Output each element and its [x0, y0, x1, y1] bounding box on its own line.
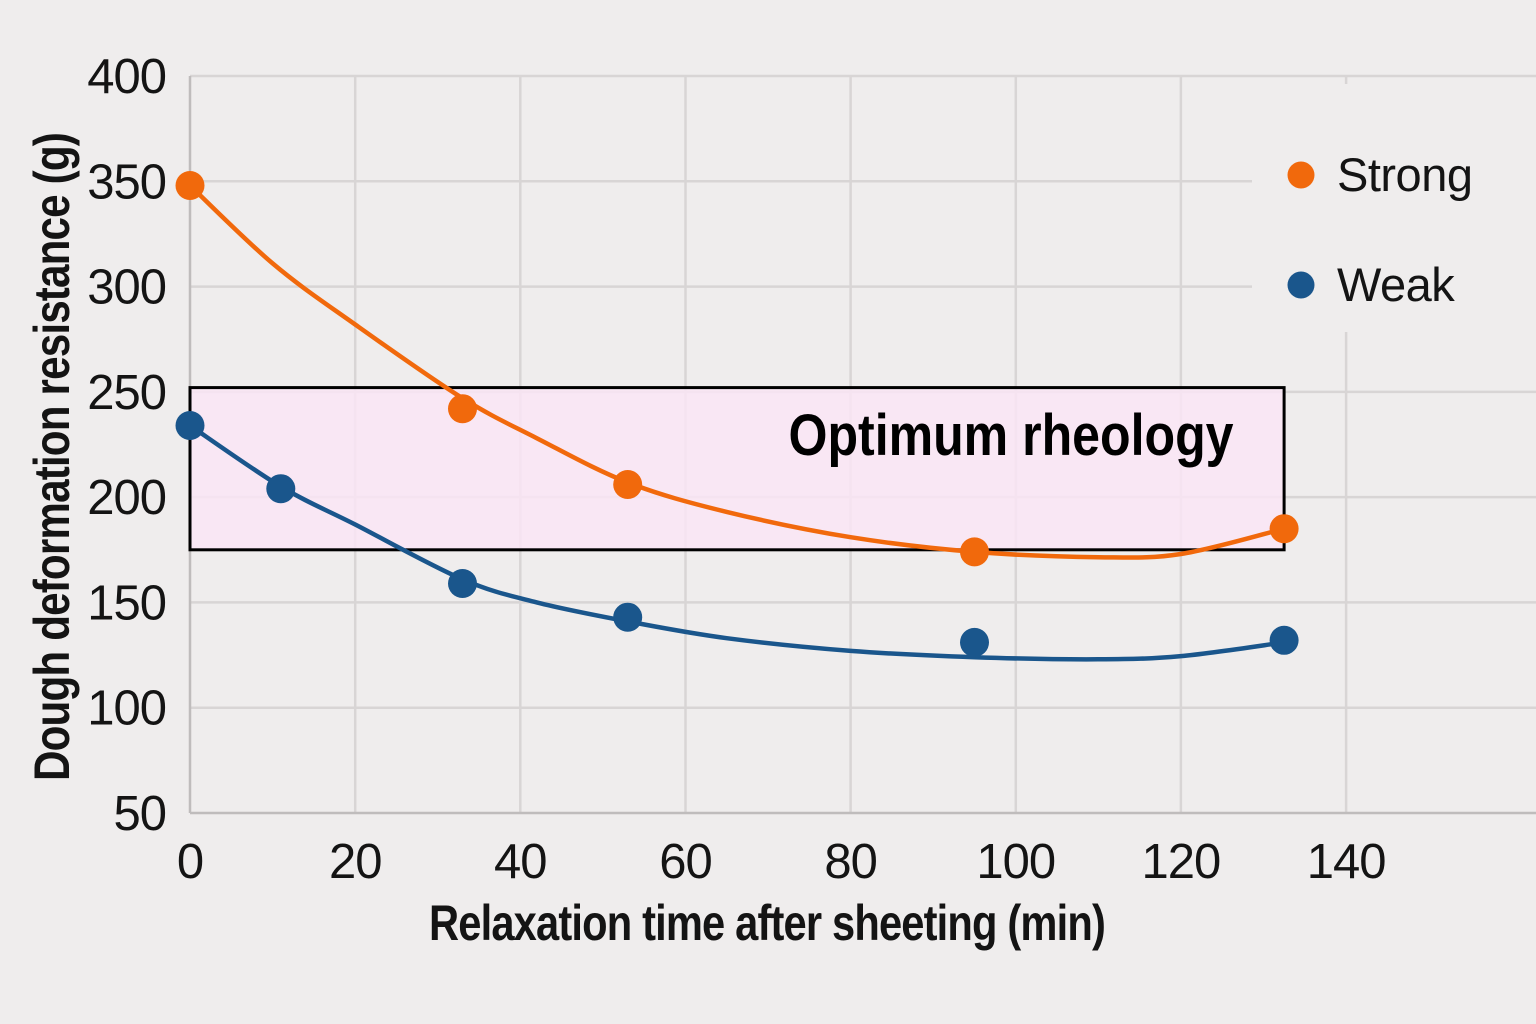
- trend-line-weak: [187, 423, 1287, 662]
- data-point-strong: [448, 394, 477, 424]
- series-weak: [175, 411, 1299, 657]
- x-tick-label: 120: [1142, 835, 1221, 889]
- x-tick-label: 140: [1307, 835, 1386, 889]
- x-tick-label: 0: [177, 835, 203, 889]
- y-tick-label: 300: [87, 261, 166, 315]
- y-tick-label: 400: [87, 50, 166, 104]
- y-tick-label: 200: [87, 471, 166, 525]
- data-point-strong: [1269, 514, 1299, 544]
- optimum-rheology-box: [188, 386, 1286, 552]
- tick-labels: 50 100 150 200 250 300 350 400 0 20 40 60 80 100 120 14…: [87, 50, 1386, 889]
- data-point-strong: [960, 537, 989, 567]
- data-point-weak: [1269, 625, 1299, 655]
- x-axis-title: Relaxation time after sheeting (min): [429, 895, 1105, 951]
- y-tick-label: 100: [87, 682, 166, 736]
- x-tick-label: 80: [824, 835, 877, 889]
- y-tick-label: 50: [113, 787, 166, 841]
- y-tick-label: 250: [87, 366, 166, 420]
- legend-label-strong: Strong: [1337, 148, 1472, 201]
- trend-line-strong: [187, 183, 1287, 560]
- optimum-rheology-label: Optimum rheology: [789, 403, 1234, 468]
- data-point-weak: [175, 411, 205, 440]
- data-point-weak: [448, 569, 477, 598]
- data-point-weak: [266, 474, 296, 504]
- legend: Strong Weak: [1252, 84, 1536, 332]
- x-tick-label: 100: [976, 835, 1055, 889]
- legend-swatch-strong: [1287, 161, 1315, 189]
- x-tick-label: 60: [659, 835, 712, 889]
- data-point-strong: [613, 470, 643, 499]
- y-axis-title: Dough deformation resistance (g): [24, 133, 80, 781]
- data-point-weak: [613, 602, 643, 632]
- data-point-weak: [960, 627, 989, 657]
- legend-label-weak: Weak: [1337, 258, 1455, 311]
- y-tick-label: 350: [87, 155, 166, 209]
- y-tick-label: 150: [87, 576, 166, 630]
- series-strong: [175, 171, 1299, 567]
- data-point-strong: [175, 171, 205, 200]
- x-tick-label: 40: [494, 835, 547, 889]
- legend-swatch-weak: [1287, 271, 1315, 299]
- x-tick-label: 20: [329, 835, 382, 889]
